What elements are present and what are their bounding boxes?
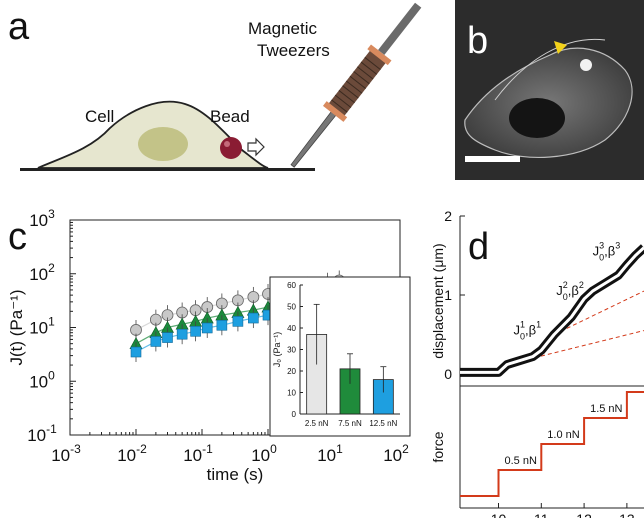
x-axis-label: time (s)	[207, 465, 264, 484]
inset-y-tick-label: 40	[287, 324, 296, 333]
force-step-line	[460, 391, 644, 497]
force-arrow	[247, 137, 265, 157]
inset-y-tick-label: 60	[287, 281, 296, 290]
y-axis-label: J(t) (Pa⁻¹)	[7, 289, 26, 365]
y-tick-label: 0	[444, 366, 452, 382]
fit-annotation: J1 0,β1	[513, 320, 541, 342]
panel-a-illustration: Magnetic Tweezers Cell Bead	[20, 2, 422, 171]
x-tick-label: 10-3	[51, 442, 81, 465]
inset-x-tick-label: 2.5 nN	[305, 419, 329, 428]
sem-image	[455, 0, 644, 180]
x-tick-label: 10	[491, 511, 507, 518]
inset-y-tick-label: 20	[287, 367, 296, 376]
sem-bead	[580, 59, 592, 71]
substrate-line	[20, 168, 315, 171]
y-tick-label: 101	[29, 315, 55, 338]
x-tick-label: 100	[251, 442, 277, 465]
panel-d-letter: d	[468, 226, 490, 268]
sem-cell-outline	[494, 38, 606, 101]
x-tick-label: 13	[619, 511, 635, 518]
y-tick-label: 1	[444, 287, 452, 303]
inset-y-tick-label: 0	[292, 410, 297, 419]
y-tick-label: 103	[29, 207, 55, 230]
y-tick-label: 10-1	[27, 422, 57, 445]
cell-nucleus	[138, 127, 188, 161]
sem-micrograph: b	[455, 0, 644, 180]
fit-annotation: J2 0,β2	[556, 280, 584, 302]
label-tweezers: Tweezers	[257, 41, 330, 60]
y-axis-label-bottom: force	[430, 431, 446, 462]
force-step-label: 1.5 nN	[590, 403, 622, 415]
data-point	[248, 312, 259, 324]
bead-highlight	[224, 141, 230, 147]
inset-bar-chart: 0 10 20 30 40 50 60 J₀ (Pa⁻¹) 2.5 nN 7.5 nN 12.5 n…	[269, 276, 411, 437]
inset-y-tick-label: 30	[287, 346, 296, 355]
displacement-curve-core	[460, 246, 644, 374]
sem-scale-bar	[465, 156, 520, 162]
x-tick-label: 10-1	[183, 442, 213, 465]
inset-x-tick-label: 7.5 nN	[338, 419, 362, 428]
y-tick-label: 2	[444, 208, 452, 224]
inset-y-label: J₀ (Pa⁻¹)	[272, 332, 282, 368]
magnetic-tweezers	[290, 2, 422, 168]
sem-arrowhead	[554, 41, 567, 54]
data-point	[232, 316, 244, 327]
inset-y-tick-label: 50	[287, 303, 296, 312]
x-tick-label: 12	[576, 511, 592, 518]
x-tick-label: 102	[383, 442, 409, 465]
sem-nucleus-shadow	[509, 98, 565, 138]
data-point	[201, 322, 213, 334]
data-point	[190, 325, 201, 337]
force-step-label: 1.0 nN	[547, 429, 579, 441]
label-magnetic: Magnetic	[248, 19, 317, 38]
y-tick-label: 100	[29, 368, 55, 391]
force-step-label: 0.5 nN	[505, 455, 537, 467]
label-cell: Cell	[85, 107, 114, 126]
y-axis-label-top: displacement (μm)	[430, 243, 446, 358]
panel-d-chart: 01210111213time (s)displacement (μm)forc…	[430, 208, 644, 518]
data-point	[150, 336, 162, 347]
panel-b-letter: b	[467, 20, 489, 62]
y-tick-label: 102	[29, 261, 55, 284]
x-tick-label: 10-2	[117, 442, 147, 465]
fit-line	[553, 290, 644, 335]
panel-c-letter: c	[8, 216, 27, 258]
data-point	[216, 319, 228, 331]
data-point	[176, 328, 188, 340]
panel-a-letter: a	[8, 6, 30, 48]
x-tick-label: 101	[317, 442, 343, 465]
inset-y-tick-label: 10	[287, 389, 296, 398]
data-point	[130, 346, 142, 358]
inset-x-tick-label: 12.5 nN	[369, 419, 397, 428]
label-bead: Bead	[210, 107, 250, 126]
panel-c-chart: 10-3 10-2 10-1 100 101 10210-1100101102103tim…	[7, 207, 411, 484]
data-point	[162, 332, 173, 343]
x-tick-label: 11	[534, 511, 549, 518]
magnetic-bead	[220, 137, 242, 159]
fit-annotation: J3 0,β3	[593, 241, 621, 263]
